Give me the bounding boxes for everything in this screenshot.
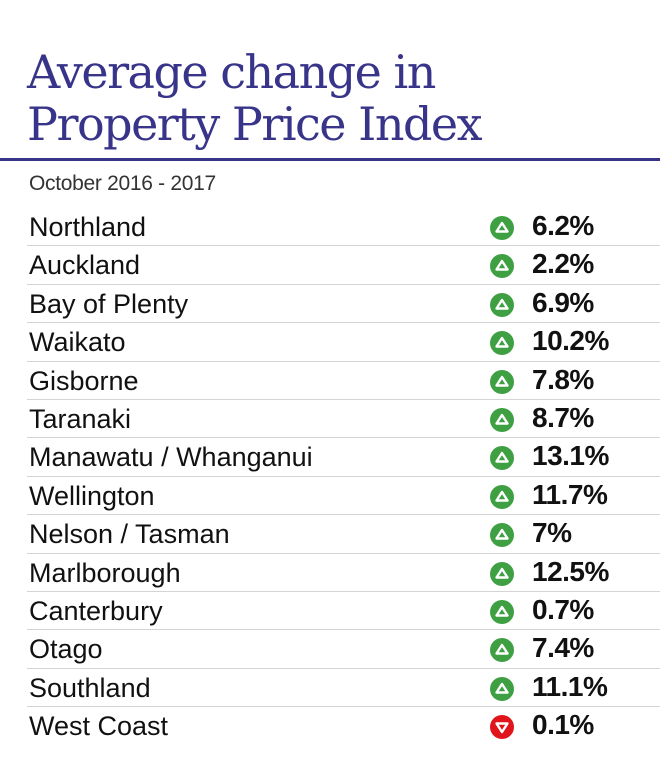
up-triangle-mark bbox=[495, 221, 509, 233]
change-value: 7.4% bbox=[532, 632, 594, 664]
triangle-up-circle-icon bbox=[490, 561, 514, 586]
up-triangle-mark bbox=[495, 375, 509, 387]
triangle-down-circle-icon bbox=[490, 715, 514, 740]
arrow-badge-circle bbox=[490, 254, 514, 279]
change-value: 10.2% bbox=[532, 325, 609, 357]
table-row: Taranaki 8.7% bbox=[27, 400, 660, 439]
change-value: 8.7% bbox=[532, 401, 594, 433]
change-value: 6.9% bbox=[532, 286, 594, 318]
chart-title: Average change in Property Price Index bbox=[27, 45, 483, 151]
region-label: Waikato bbox=[29, 327, 126, 358]
arrow-badge-circle bbox=[490, 292, 514, 317]
region-label: Taranaki bbox=[29, 403, 132, 434]
title-rule bbox=[0, 158, 660, 161]
up-triangle-mark bbox=[495, 413, 509, 425]
table-row: West Coast 0.1% bbox=[27, 707, 660, 745]
region-label: Auckland bbox=[29, 250, 141, 281]
arrow-badge-circle bbox=[490, 523, 514, 548]
triangle-up-circle-icon bbox=[490, 446, 514, 471]
change-value: 7.8% bbox=[532, 363, 594, 395]
region-label: West Coast bbox=[29, 711, 169, 742]
up-triangle-mark bbox=[495, 644, 509, 655]
triangle-up-circle-icon bbox=[490, 331, 514, 356]
triangle-up-circle-icon bbox=[490, 599, 514, 624]
region-label: Northland bbox=[29, 212, 147, 242]
table-row: Auckland 2.2% bbox=[27, 246, 660, 285]
region-label: Otago bbox=[29, 634, 103, 665]
triangle-up-circle-icon bbox=[490, 369, 514, 394]
arrow-badge-circle bbox=[490, 446, 514, 471]
arrow-badge-circle bbox=[490, 407, 514, 432]
change-value: 0.7% bbox=[532, 593, 594, 625]
table-row: Otago 7.4% bbox=[27, 630, 660, 669]
region-label: Marlborough bbox=[29, 557, 181, 588]
arrow-badge-circle bbox=[490, 638, 514, 663]
change-value: 12.5% bbox=[532, 555, 609, 587]
up-triangle-mark bbox=[495, 567, 509, 579]
triangle-up-circle-icon bbox=[490, 292, 514, 317]
up-triangle-mark bbox=[495, 336, 509, 348]
change-value: 13.1% bbox=[532, 440, 609, 472]
table-row: Bay of Plenty 6.9% bbox=[27, 285, 660, 324]
triangle-up-circle-icon bbox=[490, 254, 514, 279]
up-triangle-mark bbox=[495, 298, 509, 310]
change-value: 7% bbox=[532, 517, 572, 549]
triangle-up-circle-icon bbox=[490, 638, 514, 663]
up-triangle-mark bbox=[495, 605, 509, 617]
table-row: Southland 11.1% bbox=[27, 669, 660, 708]
triangle-up-circle-icon bbox=[490, 407, 514, 432]
arrow-badge-circle bbox=[490, 331, 514, 356]
region-label: Bay of Plenty bbox=[29, 288, 189, 319]
up-triangle-mark bbox=[495, 528, 509, 540]
up-triangle-mark bbox=[495, 452, 509, 464]
triangle-up-circle-icon bbox=[490, 216, 514, 240]
table-row: Waikato 10.2% bbox=[27, 323, 660, 362]
region-label: Gisborne bbox=[29, 365, 139, 396]
up-triangle-mark bbox=[495, 682, 509, 694]
table-row: Manawatu / Whanganui 13.1% bbox=[27, 438, 660, 477]
triangle-up-circle-icon bbox=[490, 676, 514, 701]
change-value: 0.1% bbox=[532, 709, 594, 741]
table-row: Northland 6.2% bbox=[27, 208, 660, 247]
arrow-badge-circle bbox=[490, 369, 514, 394]
region-label: Wellington bbox=[29, 480, 155, 511]
change-value: 6.2% bbox=[532, 210, 594, 241]
change-value: 11.7% bbox=[532, 478, 608, 510]
region-label: Nelson / Tasman bbox=[29, 519, 230, 550]
region-label: Manawatu / Whanganui bbox=[29, 442, 313, 473]
table-row: Gisborne 7.8% bbox=[27, 362, 660, 400]
down-triangle-mark bbox=[495, 722, 509, 734]
region-label: Canterbury bbox=[29, 595, 163, 626]
table-row: Marlborough 12.5% bbox=[27, 554, 660, 592]
triangle-up-circle-icon bbox=[490, 484, 514, 509]
region-label: Southland bbox=[29, 672, 151, 703]
triangle-up-circle-icon bbox=[490, 523, 514, 548]
change-value: 11.1% bbox=[532, 670, 608, 702]
arrow-badge-circle bbox=[490, 599, 514, 624]
price-change-table: Northland 6.2% Auckland 2.2% Bay of Plenty 6.… bbox=[27, 208, 660, 745]
up-triangle-mark bbox=[495, 260, 509, 272]
table-row: Canterbury 0.7% bbox=[27, 592, 660, 631]
arrow-badge-circle bbox=[490, 484, 514, 509]
change-value: 2.2% bbox=[532, 248, 594, 280]
chart-subtitle: October 2016 - 2017 bbox=[29, 172, 216, 195]
up-triangle-mark bbox=[495, 490, 509, 502]
chart-title-text: Average change in Property Price Index bbox=[27, 45, 483, 151]
table-row: Wellington 11.7% bbox=[27, 477, 660, 516]
arrow-badge-circle bbox=[490, 216, 514, 240]
arrow-badge-circle bbox=[490, 676, 514, 701]
arrow-badge-circle bbox=[490, 715, 514, 740]
table-row: Nelson / Tasman 7% bbox=[27, 515, 660, 554]
arrow-badge-circle bbox=[490, 561, 514, 586]
